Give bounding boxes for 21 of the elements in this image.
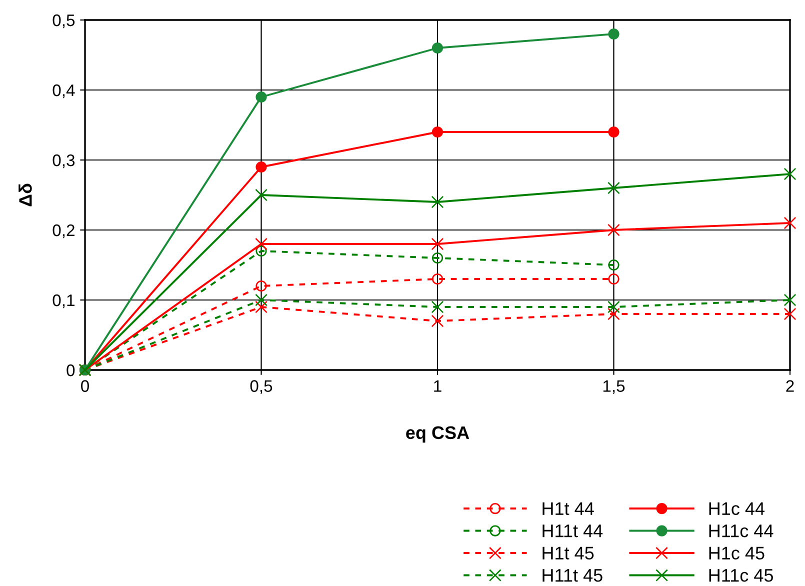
legend-label: H11t 44: [542, 524, 603, 538]
legend-label: H11c 45: [709, 569, 773, 582]
legend-label: H11c 44: [709, 524, 774, 538]
legend-label: H1t 44: [542, 502, 594, 515]
y-tick-label: 0,1: [52, 294, 74, 308]
y-tick-label: 0,5: [52, 14, 75, 28]
y-tick-label: 0,2: [52, 224, 74, 238]
legend-label: H11t 45: [542, 569, 602, 582]
y-tick-label: 0,3: [52, 154, 75, 168]
x-axis-title: eq CSA: [406, 426, 470, 443]
y-tick-label: 0,4: [52, 84, 75, 98]
x-tick-label: 0,5: [250, 380, 272, 394]
x-tick-label: 1,5: [603, 380, 625, 394]
legend-label: H1c 44: [709, 502, 765, 516]
legend-label: H1t 45: [542, 546, 594, 560]
x-tick-label: 0: [81, 380, 89, 392]
y-tick-label: 0: [66, 364, 75, 376]
legend-label: H1c 45: [709, 546, 764, 560]
y-axis-title: Δδ: [18, 184, 32, 206]
x-tick-label: 1: [434, 380, 442, 392]
x-tick-label: 2: [786, 380, 794, 392]
